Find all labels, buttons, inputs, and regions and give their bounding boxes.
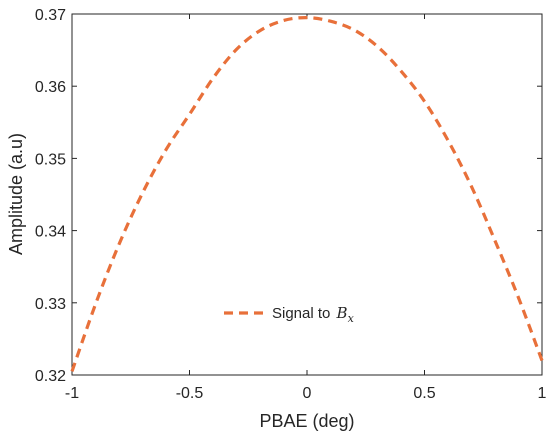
x-tick-label: 0.5: [413, 385, 435, 402]
series-lines: [70, 16, 544, 372]
x-tick-label: -1: [65, 385, 79, 402]
x-tick-label: 0: [303, 385, 312, 402]
y-tick-label: 0.36: [35, 79, 66, 96]
x-tick-label: -0.5: [176, 385, 204, 402]
y-tick-label: 0.34: [35, 224, 66, 241]
y-tick-label: 0.35: [35, 151, 66, 168]
tick-marks: [71, 13, 543, 376]
legend-label-prefix: Signal to: [272, 305, 335, 322]
y-tick-label: 0.32: [35, 368, 66, 385]
y-tick-label: 0.33: [35, 296, 66, 313]
x-tick-label: 1: [538, 385, 547, 402]
y-tick-label: 0.37: [35, 7, 66, 24]
legend: Signal to Bx: [224, 304, 355, 325]
legend-label-signal: Signal to Bx: [272, 304, 355, 325]
y-axis-label: Amplitude (a.u): [6, 133, 26, 255]
x-axis-label: PBAE (deg): [259, 411, 354, 431]
legend-label-symbol: B: [336, 304, 348, 322]
tick-labels: -1 -0.5 0 0.5 1 0.32 0.33 0.34 0.35 0.36 0.37: [35, 7, 547, 402]
plot-area-frame: [71, 13, 543, 376]
series-line-signal: [70, 16, 544, 372]
legend-label-subscript: x: [348, 312, 355, 325]
